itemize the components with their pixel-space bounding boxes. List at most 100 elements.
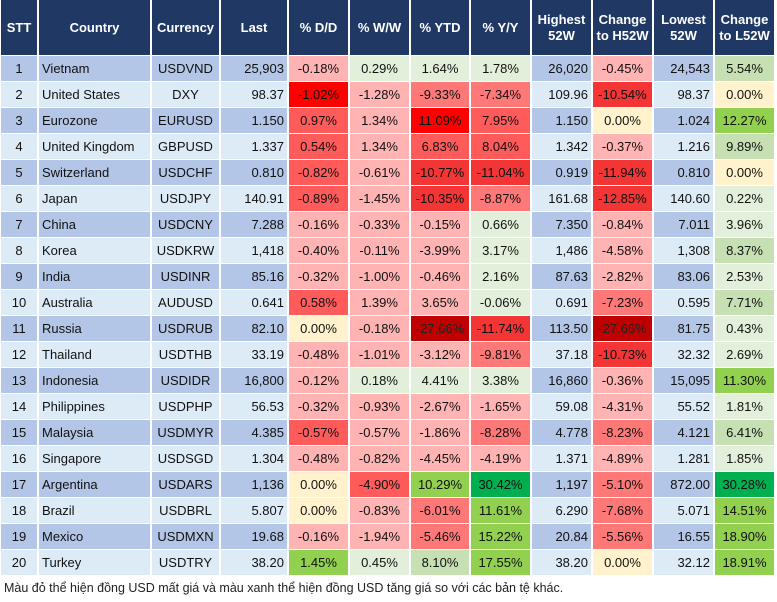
cell-currency: USDINR [152, 264, 219, 290]
cell-chg-l: 6.41% [715, 420, 774, 446]
cell-dd: -0.16% [289, 524, 348, 550]
cell-yy: 15.22% [471, 524, 530, 550]
cell-chg-h: -8.23% [593, 420, 652, 446]
cell-ww: -1.94% [350, 524, 409, 550]
cell-low: 15,095 [654, 368, 713, 394]
cell-ww: -0.33% [350, 212, 409, 238]
cell-chg-l: 9.89% [715, 134, 774, 160]
cell-last: 5.807 [221, 498, 287, 524]
cell-yy: 0.66% [471, 212, 530, 238]
cell-chg-l: 0.00% [715, 82, 774, 108]
cell-stt: 17 [1, 472, 37, 498]
cell-last: 1.304 [221, 446, 287, 472]
cell-currency: DXY [152, 82, 219, 108]
cell-last: 82.10 [221, 316, 287, 342]
cell-chg-l: 30.28% [715, 472, 774, 498]
cell-chg-l: 7.71% [715, 290, 774, 316]
column-header: Last [221, 0, 287, 56]
cell-chg-h: -5.10% [593, 472, 652, 498]
cell-currency: USDPHP [152, 394, 219, 420]
cell-chg-l: 0.43% [715, 316, 774, 342]
cell-low: 24,543 [654, 56, 713, 82]
cell-ww: -1.28% [350, 82, 409, 108]
cell-chg-l: 11.30% [715, 368, 774, 394]
cell-country: United States [39, 82, 150, 108]
cell-ww: -0.83% [350, 498, 409, 524]
cell-country: Mexico [39, 524, 150, 550]
cell-stt: 14 [1, 394, 37, 420]
cell-country: Singapore [39, 446, 150, 472]
cell-ww: -1.00% [350, 264, 409, 290]
cell-low: 55.52 [654, 394, 713, 420]
cell-ww: 1.39% [350, 290, 409, 316]
cell-currency: USDJPY [152, 186, 219, 212]
cell-ytd: 4.41% [411, 368, 469, 394]
cell-chg-h: -4.58% [593, 238, 652, 264]
cell-chg-l: 1.85% [715, 446, 774, 472]
cell-low: 140.60 [654, 186, 713, 212]
cell-high: 1,197 [532, 472, 591, 498]
cell-country: Brazil [39, 498, 150, 524]
cell-country: China [39, 212, 150, 238]
cell-currency: USDBRL [152, 498, 219, 524]
cell-high: 0.691 [532, 290, 591, 316]
cell-yy: 3.17% [471, 238, 530, 264]
cell-ww: -0.18% [350, 316, 409, 342]
cell-country: Australia [39, 290, 150, 316]
cell-last: 19.68 [221, 524, 287, 550]
cell-ytd: 3.65% [411, 290, 469, 316]
table-row: 18 Brazil USDBRL 5.807 0.00% -0.83% -6.01% 11.6… [1, 498, 774, 524]
cell-chg-h: -2.82% [593, 264, 652, 290]
cell-high: 59.08 [532, 394, 591, 420]
cell-yy: 2.16% [471, 264, 530, 290]
cell-country: Philippines [39, 394, 150, 420]
cell-yy: 30.42% [471, 472, 530, 498]
cell-ww: -0.61% [350, 160, 409, 186]
column-header: Change to L52W [715, 0, 774, 56]
cell-yy: -8.87% [471, 186, 530, 212]
table-row: 20 Turkey USDTRY 38.20 1.45% 0.45% 8.10% 17.55%… [1, 550, 774, 576]
cell-low: 872.00 [654, 472, 713, 498]
column-header: Highest 52W [532, 0, 591, 56]
cell-yy: 1.78% [471, 56, 530, 82]
cell-ytd: -10.77% [411, 160, 469, 186]
cell-ytd: -5.46% [411, 524, 469, 550]
cell-stt: 16 [1, 446, 37, 472]
cell-dd: 0.58% [289, 290, 348, 316]
table-row: 9 India USDINR 85.16 -0.32% -1.00% -0.46% 2.16%… [1, 264, 774, 290]
cell-chg-l: 5.54% [715, 56, 774, 82]
cell-currency: USDMXN [152, 524, 219, 550]
cell-low: 1.216 [654, 134, 713, 160]
cell-high: 37.18 [532, 342, 591, 368]
cell-stt: 15 [1, 420, 37, 446]
cell-country: Indonesia [39, 368, 150, 394]
cell-yy: -8.28% [471, 420, 530, 446]
cell-chg-l: 18.91% [715, 550, 774, 576]
cell-yy: -11.74% [471, 316, 530, 342]
cell-stt: 4 [1, 134, 37, 160]
cell-chg-h: 0.00% [593, 550, 652, 576]
cell-ytd: -1.86% [411, 420, 469, 446]
cell-ytd: -4.45% [411, 446, 469, 472]
cell-ww: 0.18% [350, 368, 409, 394]
cell-low: 1.024 [654, 108, 713, 134]
cell-ww: -1.45% [350, 186, 409, 212]
cell-last: 0.641 [221, 290, 287, 316]
cell-low: 81.75 [654, 316, 713, 342]
cell-last: 85.16 [221, 264, 287, 290]
cell-high: 4.778 [532, 420, 591, 446]
cell-yy: 8.04% [471, 134, 530, 160]
cell-high: 113.50 [532, 316, 591, 342]
cell-chg-l: 8.37% [715, 238, 774, 264]
cell-dd: 0.54% [289, 134, 348, 160]
cell-ytd: -0.46% [411, 264, 469, 290]
cell-yy: 7.95% [471, 108, 530, 134]
table-row: 15 Malaysia USDMYR 4.385 -0.57% -0.57% -1.86% -… [1, 420, 774, 446]
cell-high: 6.290 [532, 498, 591, 524]
table-row: 2 United States DXY 98.37 -1.02% -1.28% -9.33%… [1, 82, 774, 108]
cell-country: Russia [39, 316, 150, 342]
cell-stt: 18 [1, 498, 37, 524]
cell-country: Malaysia [39, 420, 150, 446]
cell-chg-l: 0.22% [715, 186, 774, 212]
table-row: 19 Mexico USDMXN 19.68 -0.16% -1.94% -5.46% 15.… [1, 524, 774, 550]
